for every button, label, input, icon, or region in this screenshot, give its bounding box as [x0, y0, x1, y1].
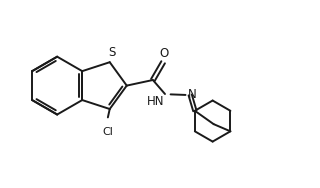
Text: S: S — [108, 46, 115, 59]
Text: O: O — [159, 47, 169, 60]
Text: Cl: Cl — [102, 127, 113, 137]
Text: N: N — [188, 88, 196, 102]
Text: HN: HN — [147, 95, 164, 108]
